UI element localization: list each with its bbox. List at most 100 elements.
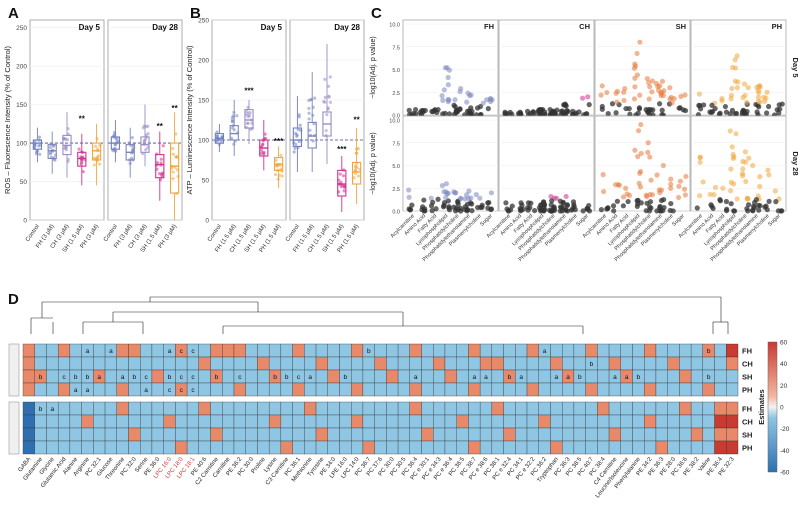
heatmap-cell: [34, 427, 47, 442]
data-point: [159, 161, 163, 165]
data-point: [732, 111, 738, 117]
significance-label: **: [353, 115, 360, 124]
heatmap-cell: [327, 401, 340, 416]
heatmap-cell: [409, 401, 422, 416]
heatmap-row-label: FH: [742, 405, 752, 414]
heatmap-cell: [444, 343, 457, 358]
data-point: [634, 72, 640, 78]
heatmap-cell: [409, 440, 422, 455]
data-point: [245, 110, 249, 114]
data-point: [517, 205, 523, 212]
cell-letter: b: [74, 374, 78, 381]
data-point: [406, 194, 412, 200]
y-tick-label: 5.0: [392, 68, 400, 74]
data-point: [740, 166, 746, 172]
cell-letter: a: [144, 387, 148, 394]
heatmap-cell: [444, 382, 457, 397]
heatmap-cell: [479, 356, 493, 371]
heatmap-cell: [690, 382, 704, 397]
data-point: [441, 87, 447, 93]
y-axis-label: ROS – Fluorescence Intensity (% of Contr…: [3, 46, 12, 194]
data-point: [294, 142, 298, 146]
data-point: [48, 152, 53, 156]
heatmap-cell: [526, 343, 539, 358]
data-point: [682, 192, 688, 198]
heatmap-cell: [726, 382, 739, 397]
data-point: [675, 194, 682, 201]
data-point: [451, 204, 457, 210]
data-point: [659, 89, 665, 96]
legend-tick-label: 0: [780, 405, 784, 412]
data-point: [740, 173, 746, 179]
data-point: [708, 109, 715, 116]
heatmap-cell: [210, 414, 223, 429]
heatmap-cell: [690, 401, 704, 416]
heatmap-cell: [315, 382, 328, 397]
data-point: [48, 145, 53, 150]
cell-letter: b: [707, 348, 711, 355]
data-point: [586, 102, 592, 108]
heatmap-cell: [34, 414, 47, 429]
data-point: [409, 202, 415, 208]
data-point: [636, 105, 643, 111]
heatmap-cell: [491, 414, 504, 429]
data-point: [667, 207, 673, 214]
heatmap-cell: [386, 343, 399, 358]
data-point: [235, 114, 239, 118]
data-point: [37, 144, 41, 148]
heatmap-cell: [245, 356, 258, 371]
data-point: [157, 172, 162, 176]
heatmap-cell: [690, 440, 704, 455]
heatmap-cell: [315, 401, 328, 416]
cell-letter: a: [86, 387, 90, 394]
data-point: [308, 128, 312, 132]
heatmap-cell: [491, 401, 504, 416]
heatmap-cell: [327, 369, 340, 384]
cell-letter: c: [180, 348, 184, 355]
heatmap-cell: [456, 440, 469, 455]
heatmap-cell: [702, 414, 715, 429]
data-point: [338, 172, 342, 176]
cell-letter: a: [74, 387, 78, 394]
heatmap-cell: [468, 382, 481, 397]
data-point: [659, 107, 665, 113]
data-point: [734, 85, 740, 91]
data-point: [466, 108, 472, 114]
heatmap-cell: [163, 401, 176, 416]
heatmap-cell: [93, 427, 106, 442]
heatmap-cell: [57, 401, 71, 416]
data-point: [776, 110, 782, 116]
data-point: [647, 154, 653, 160]
heatmap-cell: [93, 343, 106, 358]
data-point: [279, 153, 283, 157]
heatmap-cell: [491, 427, 504, 442]
cell-letter: a: [625, 374, 629, 381]
heatmap-cell: [292, 414, 305, 429]
heatmap-cell: [151, 343, 164, 358]
heatmap-cell: [304, 440, 317, 455]
box: [292, 127, 303, 147]
heatmap-cell: [421, 427, 434, 442]
data-point: [631, 65, 638, 71]
data-point: [599, 103, 605, 110]
heatmap-cell: [128, 343, 141, 358]
data-point: [647, 199, 654, 205]
data-point: [621, 97, 627, 104]
heatmap-cell: [550, 343, 563, 358]
heatmap-cell: [140, 414, 153, 429]
heatmap-cell: [644, 369, 657, 384]
heatmap-cell: [468, 440, 481, 455]
cell-letter: b: [168, 374, 172, 381]
dendrogram: [30, 296, 729, 334]
cell-letter: b: [273, 374, 277, 381]
heatmap-cell: [444, 356, 457, 371]
data-point: [554, 195, 560, 201]
data-point: [484, 97, 490, 103]
significance-label: ***: [274, 137, 284, 146]
significance-label: **: [79, 115, 86, 124]
heatmap-cell: [46, 382, 59, 397]
